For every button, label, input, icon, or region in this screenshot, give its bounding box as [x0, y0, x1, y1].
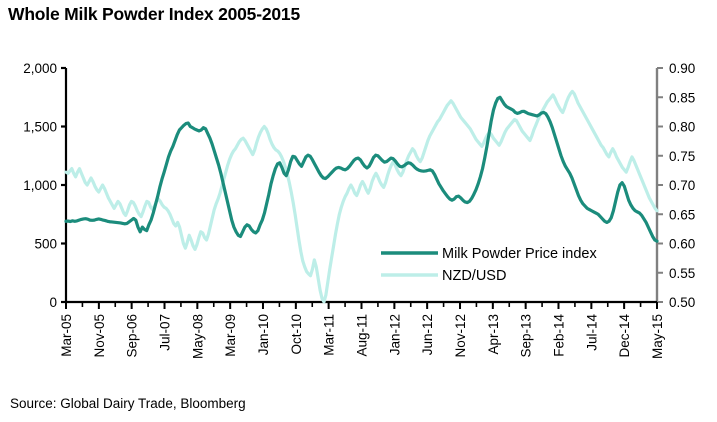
- chart-legend: Milk Powder Price index NZD/USD: [381, 246, 597, 284]
- series-line-milk-powder-price-index: [64, 95, 659, 243]
- y-axis-right-tick-label: 0.80: [669, 120, 695, 135]
- x-axis-tick-label: Jan-10: [256, 314, 271, 355]
- y-axis-right-tick-label: 0.75: [669, 149, 695, 164]
- y-axis-right-tick-label: 0.60: [669, 237, 695, 252]
- x-axis: Mar-05 Nov-05 Sep-06 Jul-07 May-08 Mar-09 Jan-…: [59, 300, 665, 359]
- series-line-nzd-usd: [64, 89, 659, 304]
- x-axis-tick-label: Mar-11: [322, 314, 337, 356]
- x-axis-tick-label: Sep-06: [125, 314, 140, 358]
- legend-label: NZD/USD: [442, 268, 506, 284]
- page-title: Whole Milk Powder Index 2005-2015: [8, 4, 300, 24]
- x-axis-tick-label: May-08: [190, 314, 205, 359]
- x-axis-tick-label: Aug-11: [355, 314, 370, 357]
- x-axis-tick-label: Oct-10: [289, 314, 304, 355]
- y-axis-left-tick-label: 1,000: [23, 178, 57, 193]
- x-axis-tick-label: Jul-14: [584, 314, 599, 351]
- y-axis-right: 0.50 0.55 0.60 0.65 0.70 0.75 0.80 0.85 0.90: [655, 61, 695, 310]
- chart-series-group: [64, 89, 659, 304]
- x-axis-tick-label: Apr-13: [486, 314, 501, 355]
- x-axis-tick-label: May-15: [650, 314, 665, 359]
- y-axis-right-tick-label: 0.90: [669, 61, 695, 76]
- x-axis-tick-label: Jan-12: [387, 314, 402, 355]
- y-axis-left-tick-label: 1,500: [23, 120, 57, 135]
- y-axis-left-tick-label: 2,000: [23, 61, 57, 76]
- x-axis-tick-label: Jun-12: [420, 314, 435, 355]
- x-axis-tick-label: Sep-13: [519, 314, 534, 358]
- legend-label: Milk Powder Price index: [442, 246, 597, 262]
- y-axis-right-tick-label: 0.55: [669, 266, 695, 281]
- x-axis-tick-label: Nov-12: [453, 314, 468, 358]
- y-axis-left: 0 500 1,000 1,500 2,000: [23, 61, 68, 310]
- x-axis-tick-label: Jul-07: [158, 314, 173, 351]
- y-axis-right-tick-label: 0.50: [669, 295, 695, 310]
- y-axis-left-tick-label: 0: [49, 295, 57, 310]
- y-axis-left-tick-label: 500: [34, 237, 57, 252]
- y-axis-right-tick-label: 0.70: [669, 178, 695, 193]
- x-axis-tick-label: Mar-05: [59, 314, 74, 357]
- y-axis-right-tick-label: 0.65: [669, 207, 695, 222]
- x-axis-tick-label: Mar-09: [223, 314, 238, 357]
- y-axis-right-tick-label: 0.85: [669, 90, 695, 105]
- source-note: Source: Global Dairy Trade, Bloomberg: [10, 396, 246, 411]
- x-axis-tick-label: Feb-14: [551, 314, 566, 357]
- x-axis-tick-label: Dec-14: [617, 314, 632, 358]
- x-axis-tick-label: Nov-05: [92, 314, 107, 358]
